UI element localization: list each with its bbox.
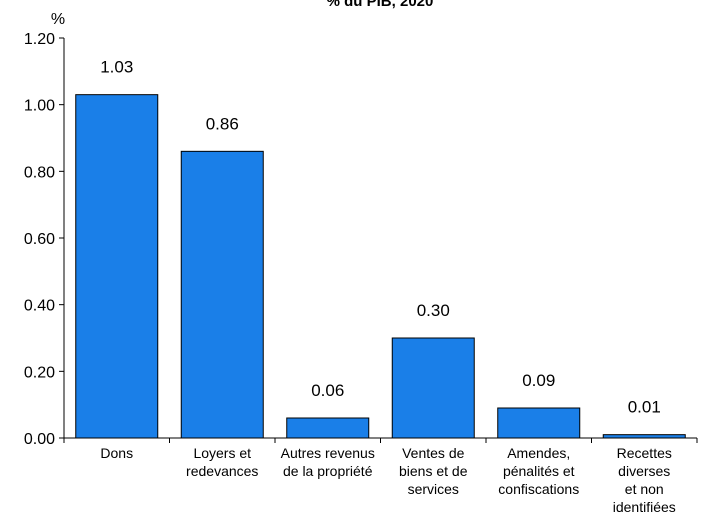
x-category-label-line: diverses [618, 463, 670, 479]
data-label: 1.03 [100, 58, 133, 77]
x-category-label-line: Autres revenus [281, 445, 375, 461]
x-category-label-line: biens et de [399, 463, 468, 479]
bar [391, 337, 475, 439]
x-category-label-line: Ventes de [402, 445, 464, 461]
y-tick-label: 0.80 [24, 164, 55, 181]
x-category-label-line: Recettes [617, 445, 672, 461]
bar [75, 94, 159, 439]
x-category-label: Recettes diverses et non identifiées [613, 445, 676, 515]
x-category-label-line: de la propriété [283, 463, 373, 479]
x-category-label-line: identifiées [613, 499, 676, 515]
x-category-label-line: Amendes, [507, 445, 570, 461]
x-category-label: Autres revenus de la propriété [281, 445, 375, 479]
data-labels: 1.03 0.86 0.06 0.30 0.09 0.01 [100, 58, 661, 417]
y-tick-label: 1.20 [24, 31, 55, 48]
x-category-label-line: confiscations [498, 481, 579, 497]
x-category-label: Loyers et redevances [186, 445, 258, 479]
y-tick-label: 0.20 [24, 364, 55, 381]
y-tick-label: 0.40 [24, 298, 55, 315]
x-category-labels: Dons Loyers et redevances Autres revenus de … [100, 445, 675, 515]
y-tick-label: 0.60 [24, 231, 55, 248]
x-category-label-line: pénalités et [503, 463, 575, 479]
y-tick-labels: 0.00 0.20 0.40 0.60 0.80 1.00 1.20 [24, 31, 55, 448]
data-label: 0.86 [206, 114, 239, 133]
data-label: 0.30 [417, 301, 450, 320]
data-label: 0.06 [311, 381, 344, 400]
data-label: 0.09 [522, 371, 555, 390]
bar [180, 150, 264, 439]
chart-title: % du PIB, 2020 [327, 0, 434, 10]
bar [286, 417, 370, 439]
x-category-label: Dons [100, 445, 133, 461]
x-category-label: Amendes, pénalités et confiscations [498, 445, 579, 497]
x-category-label-line: redevances [186, 463, 258, 479]
x-category-label-line: et non [625, 481, 664, 497]
x-category-label-line: Loyers et [193, 445, 251, 461]
axes-group [59, 37, 698, 443]
y-tick-label: 0.00 [24, 431, 55, 448]
y-axis-unit-label: % [51, 11, 65, 28]
x-category-label: Ventes de biens et de services [399, 445, 468, 497]
x-category-label-line: Dons [100, 445, 133, 461]
data-label: 0.01 [628, 398, 661, 417]
x-category-label-line: services [408, 481, 459, 497]
bars-group [75, 94, 686, 439]
bar [497, 407, 581, 439]
y-tick-label: 1.00 [24, 98, 55, 115]
